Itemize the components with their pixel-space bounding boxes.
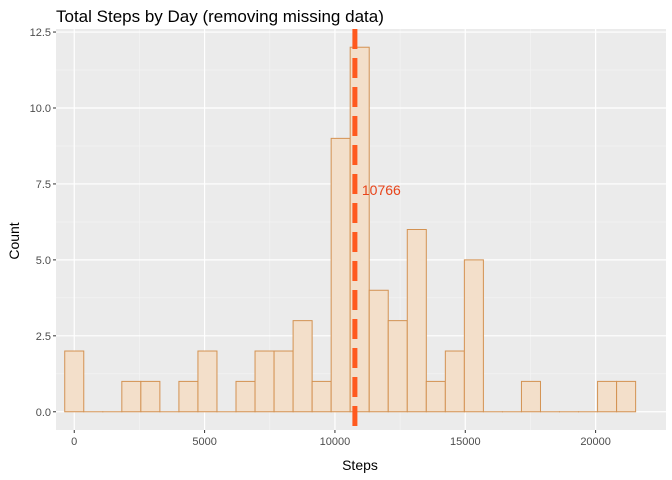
histogram-bar <box>235 380 256 413</box>
histogram-bar <box>463 259 484 413</box>
histogram-bars <box>64 46 637 413</box>
x-tick-label: 20000 <box>580 436 611 448</box>
histogram-bar <box>197 350 218 413</box>
histogram-bar <box>311 380 332 413</box>
x-tick-label: 5000 <box>192 436 216 448</box>
x-tick-label: 10000 <box>320 436 351 448</box>
x-tick-label: 15000 <box>450 436 481 448</box>
y-tick-label: 12.5 <box>30 27 51 39</box>
y-tick-label: 5.0 <box>36 255 51 267</box>
y-axis: 0.0 2.5 5.0 7.5 10.0 12.5 <box>30 27 56 419</box>
mean-marker: 10766 <box>352 29 401 430</box>
histogram-bar <box>387 320 408 413</box>
y-tick-label: 10.0 <box>30 103 51 115</box>
histogram-bar <box>616 380 637 413</box>
histogram-bar <box>425 380 446 413</box>
x-tick-label: 0 <box>71 436 77 448</box>
histogram-bar <box>597 380 618 413</box>
histogram-bar <box>64 350 85 413</box>
mean-annotation: 10766 <box>362 182 401 198</box>
y-tick-label: 0.0 <box>36 407 51 419</box>
histogram-bar <box>368 289 389 413</box>
histogram-bar <box>406 229 427 413</box>
y-axis-title: Count <box>6 222 22 259</box>
x-axis-title: Steps <box>342 457 378 473</box>
histogram-bar <box>254 350 275 413</box>
histogram-bar <box>178 380 199 413</box>
histogram-bar <box>330 137 351 413</box>
x-axis: 0 5000 10000 15000 20000 <box>71 430 611 448</box>
y-tick-label: 2.5 <box>36 331 51 343</box>
histogram-bar <box>444 350 465 413</box>
histogram-bar <box>140 380 161 413</box>
histogram-bar <box>121 380 142 413</box>
y-tick-label: 7.5 <box>36 179 51 191</box>
histogram-bar <box>292 320 313 413</box>
histogram-bar <box>273 350 294 413</box>
histogram-bar <box>520 380 541 413</box>
chart-title: Total Steps by Day (removing missing dat… <box>56 7 384 26</box>
